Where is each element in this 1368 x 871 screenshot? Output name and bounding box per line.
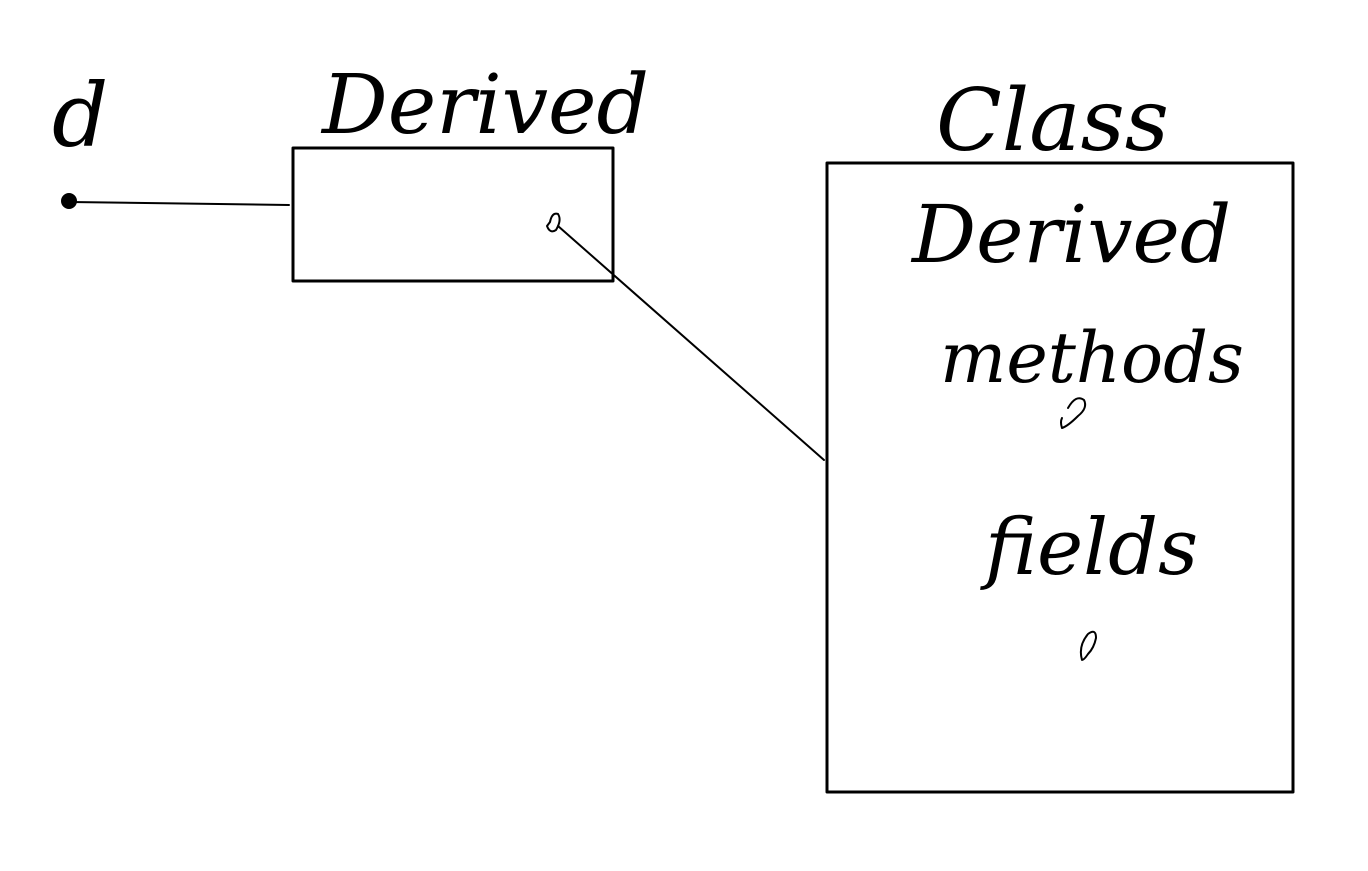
- class-object-label: Class: [936, 71, 1169, 171]
- pointer-line-derived-to-class: [557, 225, 825, 461]
- class-line-methods: methods: [940, 317, 1244, 399]
- class-line-fields: fields: [980, 503, 1198, 593]
- fields-pointer-dot: [1079, 630, 1097, 661]
- class-object: Class Derived methods fields: [825, 71, 1295, 794]
- derived-object-label: Derived: [320, 58, 649, 153]
- derived-object-pointer-dot: [546, 212, 561, 233]
- derived-object-box: [291, 146, 615, 283]
- variable-pointer-dot: [61, 193, 77, 209]
- pointer-line-d-to-derived: [69, 201, 290, 206]
- methods-pointer-dot: [1060, 397, 1087, 429]
- class-object-box: [825, 161, 1295, 794]
- class-line-derived: Derived: [910, 188, 1231, 281]
- derived-object: Derived: [291, 58, 649, 283]
- variable-d: d: [52, 64, 108, 209]
- variable-label: d: [52, 64, 108, 167]
